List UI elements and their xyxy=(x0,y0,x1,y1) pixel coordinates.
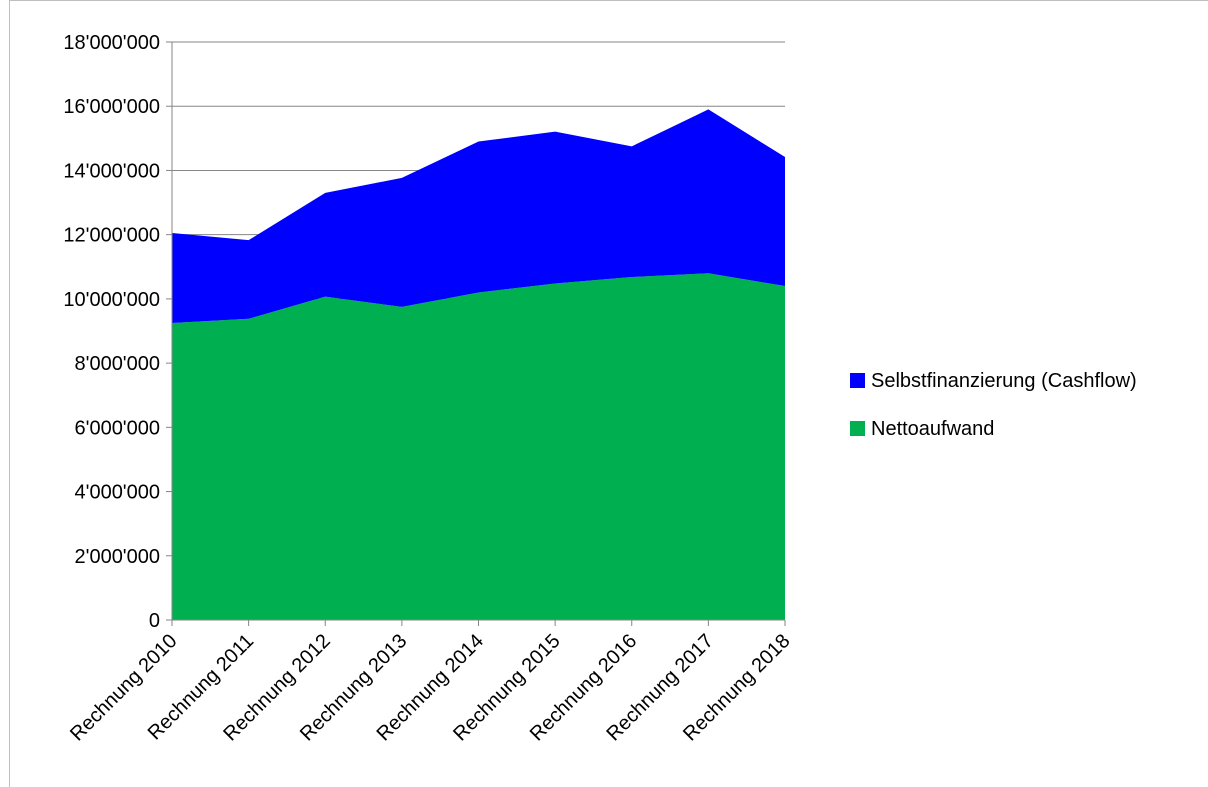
area-selbstfinanzierung-cashflow xyxy=(172,109,785,323)
y-tick-label: 12'000'000 xyxy=(63,225,160,247)
y-tick-label: 10'000'000 xyxy=(63,289,160,311)
y-tick-label: 2'000'000 xyxy=(75,546,161,568)
y-tick-label: 8'000'000 xyxy=(75,353,161,375)
chart-frame xyxy=(9,0,1208,787)
legend-label-nettoaufwand: Nettoaufwand xyxy=(871,418,994,440)
y-tick-label: 0 xyxy=(149,610,160,632)
legend-swatch-selbstfinanzierung-cashflow xyxy=(850,373,865,388)
legend-label-selbstfinanzierung-cashflow: Selbstfinanzierung (Cashflow) xyxy=(871,370,1137,392)
y-tick-label: 4'000'000 xyxy=(75,482,161,504)
y-tick-label: 16'000'000 xyxy=(63,96,160,118)
y-tick-label: 18'000'000 xyxy=(63,32,160,54)
area-nettoaufwand xyxy=(172,273,785,620)
y-tick-label: 6'000'000 xyxy=(75,417,161,439)
legend-swatch-nettoaufwand xyxy=(850,421,865,436)
y-tick-label: 14'000'000 xyxy=(63,160,160,182)
